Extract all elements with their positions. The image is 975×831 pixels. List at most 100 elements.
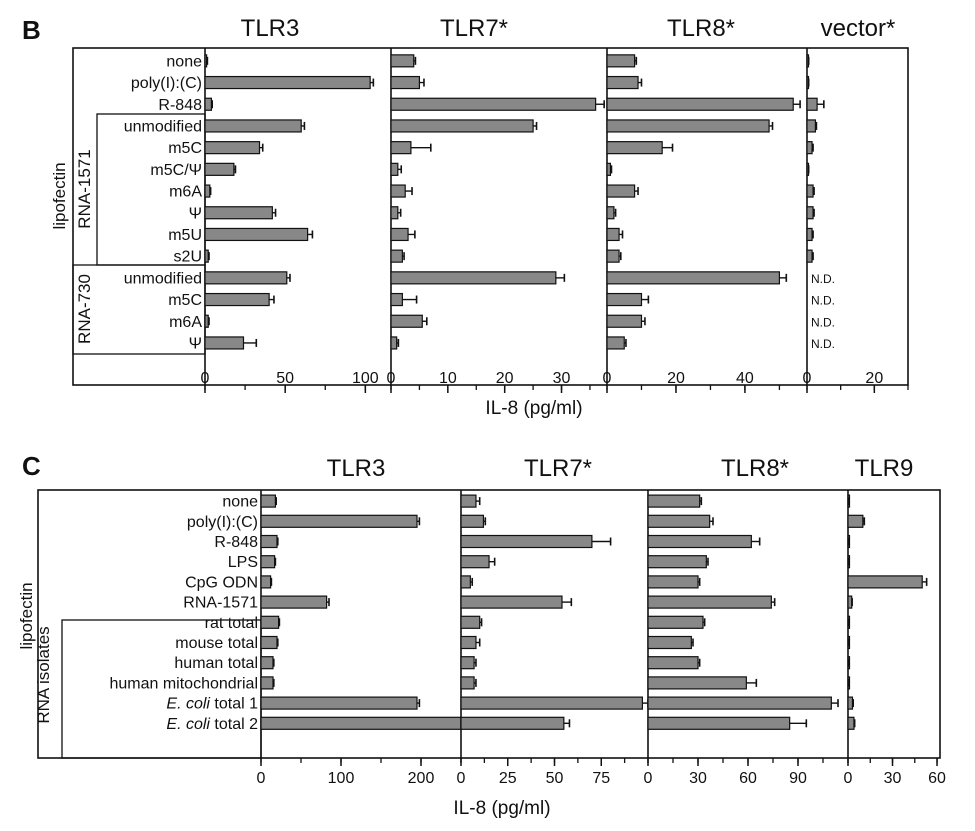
bar <box>806 227 813 242</box>
row-label: m5C <box>168 140 202 157</box>
bar <box>204 314 209 328</box>
row-label: poly(I):(C) <box>187 514 258 531</box>
bar <box>204 227 309 242</box>
tick-label: 100 <box>352 370 379 387</box>
row-label: none <box>222 494 258 511</box>
row-label: poly(I):(C) <box>131 75 202 92</box>
row-label: unmodified <box>124 270 202 287</box>
panel-b-tlr7: TLR7* 0 10 20 30 <box>387 15 605 393</box>
bar <box>647 615 704 629</box>
bar <box>606 162 612 176</box>
row-label: E. coli total 1 <box>166 696 258 713</box>
tick-label: 0 <box>644 770 653 787</box>
bar <box>460 575 471 589</box>
bar <box>647 656 699 670</box>
bar <box>460 514 485 528</box>
tick-label: 20 <box>667 370 685 387</box>
bar <box>847 696 854 710</box>
panel-c-letter: C <box>22 451 41 481</box>
bar <box>204 54 208 68</box>
tick-label: 0 <box>457 770 466 787</box>
row-label: rat total <box>205 615 258 632</box>
bar <box>204 97 213 111</box>
tick-label: 200 <box>408 770 435 787</box>
bar <box>390 227 409 242</box>
row-label: R-848 <box>214 534 258 551</box>
tick-label: 50 <box>546 770 564 787</box>
bar <box>647 555 707 569</box>
bar <box>390 162 399 176</box>
nd-label: N.D. <box>811 315 835 329</box>
row-label: m5C <box>168 292 202 309</box>
panel-b-letter: B <box>22 15 41 45</box>
bar <box>606 97 794 111</box>
bar <box>647 494 701 508</box>
bar <box>806 97 818 111</box>
subplot-title: TLR3 <box>241 15 300 42</box>
panel-b-group-label: RNA-730 <box>75 274 94 344</box>
tick-label: 60 <box>928 770 946 787</box>
bar <box>460 635 477 650</box>
nd-label: N.D. <box>811 272 835 286</box>
panel-c-tlr3: TLR3 0 100 200 <box>257 455 465 787</box>
bar <box>390 206 399 220</box>
bar <box>806 141 813 155</box>
tick-label: 0 <box>603 370 612 387</box>
tick-label: 0 <box>387 370 396 387</box>
subplot-title: TLR8* <box>721 455 789 482</box>
bar <box>460 595 563 609</box>
tick-label: 75 <box>592 770 610 787</box>
tick-label: 30 <box>553 370 571 387</box>
bar <box>204 184 211 198</box>
row-label: none <box>166 53 202 70</box>
panel-b: B RNA-1571 RNA-730 lipofectin none poly(I):(C… <box>22 15 909 419</box>
bar <box>390 54 415 68</box>
bar <box>606 227 620 242</box>
bar <box>460 656 475 670</box>
panel-c-group-label: RNA isolates <box>34 626 53 723</box>
panel-c-tlr7: TLR7* 0 25 50 75 <box>457 455 649 787</box>
bar <box>606 271 781 285</box>
bar <box>847 514 864 528</box>
panel-c-tlr9: TLR9 0 30 60 <box>844 455 946 787</box>
bar <box>806 206 814 220</box>
bar <box>390 336 398 350</box>
row-label: m5C/Ψ <box>150 162 202 179</box>
bar <box>606 292 643 307</box>
subplot-title: TLR7* <box>440 15 508 42</box>
tick-label: 0 <box>803 370 812 387</box>
panel-b-frame <box>72 47 909 386</box>
bar <box>260 696 418 710</box>
bar <box>647 595 772 609</box>
bar <box>390 249 403 263</box>
row-label: unmodified <box>124 118 202 135</box>
bar <box>606 141 663 155</box>
bar <box>390 314 423 328</box>
tick-label: 0 <box>201 370 210 387</box>
bar <box>606 119 770 133</box>
panel-c-side-label: lipofectin <box>17 582 36 649</box>
panel-c-x-axis-title: IL-8 (pg/ml) <box>453 798 550 819</box>
bar <box>460 555 490 569</box>
panel-b-tlr3: TLR3 0 50 100 <box>201 15 379 393</box>
bar <box>390 292 403 307</box>
tick-label: 0 <box>844 770 853 787</box>
bar <box>606 75 639 90</box>
bar <box>260 494 276 508</box>
bar <box>647 635 692 650</box>
bar <box>204 292 270 307</box>
bar <box>390 141 412 155</box>
bar <box>204 271 288 285</box>
bar <box>606 206 615 220</box>
bar <box>390 97 597 111</box>
tick-label: 20 <box>496 370 514 387</box>
panel-b-vector: vector* N.D. N.D. N.D. N.D. 0 20 <box>803 15 909 393</box>
row-label: m5U <box>168 227 202 244</box>
nd-label: N.D. <box>811 337 835 351</box>
bar <box>204 249 209 263</box>
bar <box>260 635 278 650</box>
bar <box>260 534 278 549</box>
bar <box>606 249 620 263</box>
